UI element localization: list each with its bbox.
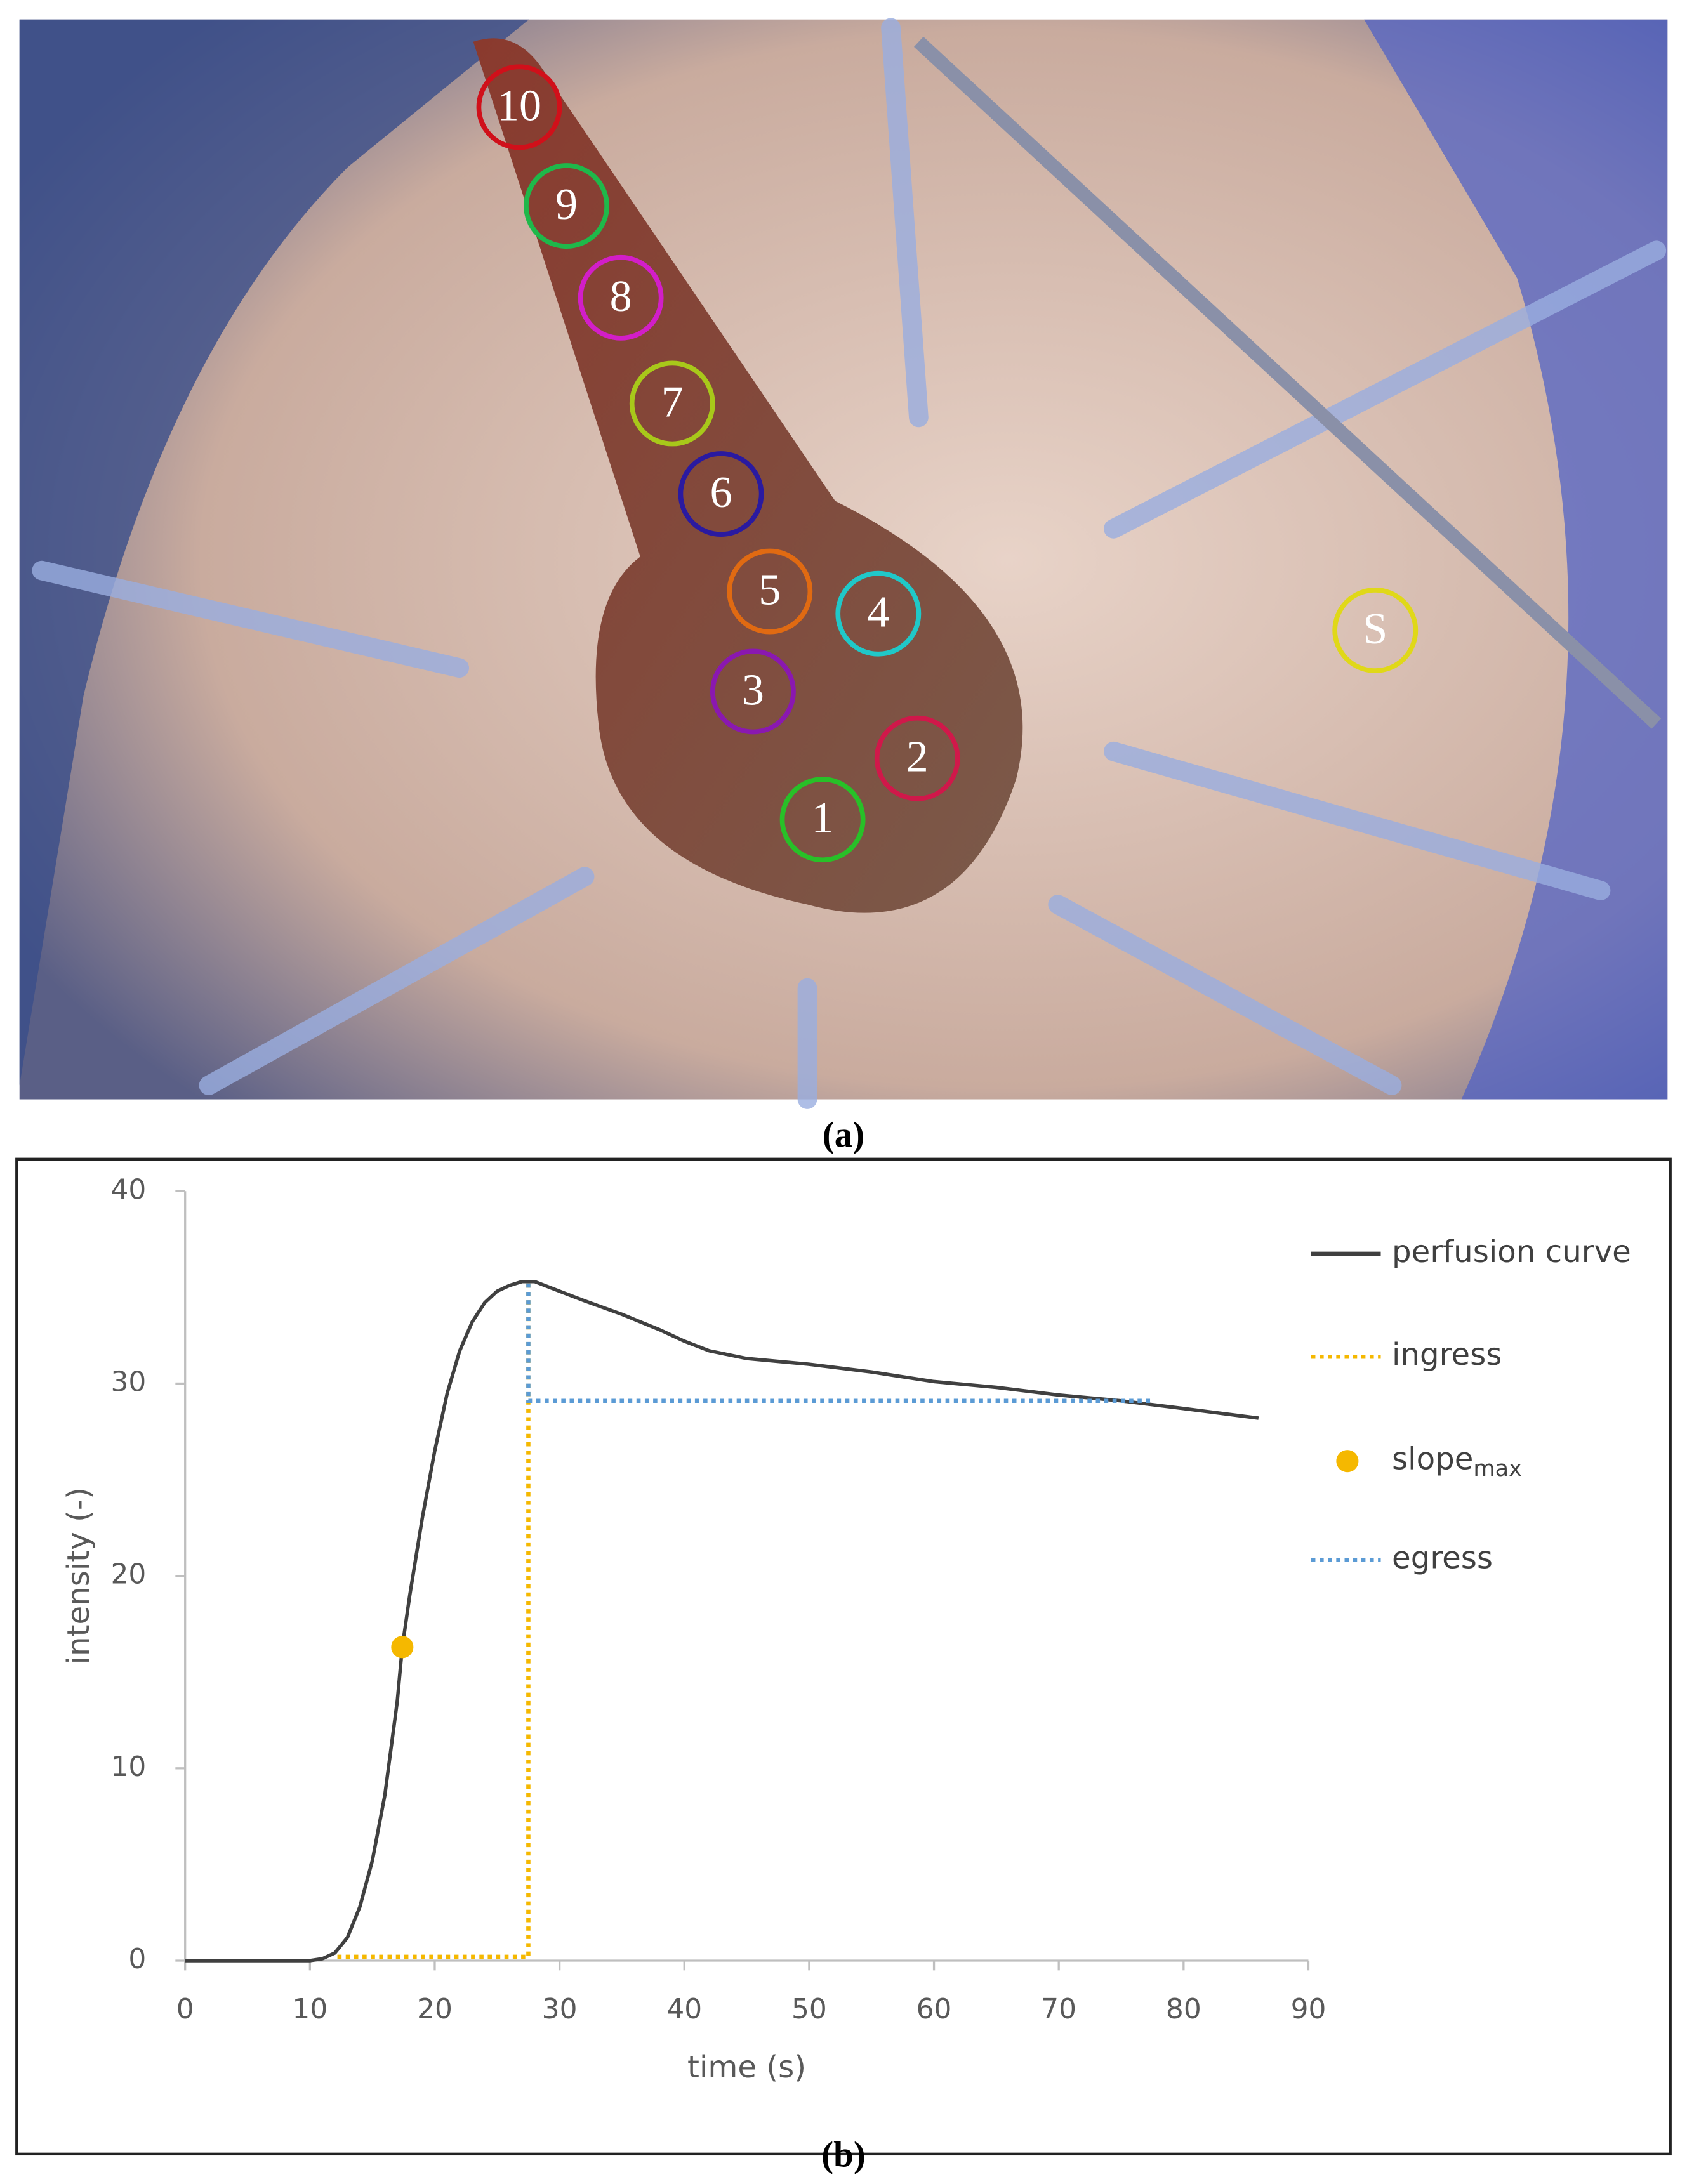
roi-label: 1 xyxy=(812,793,834,843)
x-tick-label: 60 xyxy=(916,1993,952,2025)
roi-circle xyxy=(678,451,764,537)
chart-frame xyxy=(15,1157,1672,2156)
x-tick-label: 30 xyxy=(542,1993,578,2025)
roi-markers: 10 98 765 4 3 2 1 S xyxy=(476,64,1419,863)
roi-circle xyxy=(874,715,960,801)
y-tick-label: 30 xyxy=(110,1365,146,1398)
roi-circle xyxy=(835,570,922,657)
legend-name: perfusion curve xyxy=(1392,1234,1631,1270)
x-tick-label: 50 xyxy=(791,1993,827,2025)
roi-label: 2 xyxy=(906,732,929,782)
legend-label: slopemax xyxy=(1392,1442,1522,1482)
x-tick-label: 0 xyxy=(176,1993,194,2025)
legend-name: slope xyxy=(1392,1442,1473,1477)
legend-label: egress xyxy=(1392,1540,1493,1576)
roi-label: 3 xyxy=(742,665,764,714)
x-axis-label: time (s) xyxy=(687,2049,806,2085)
curve xyxy=(185,1280,1259,1963)
y-axis-label: intensity (-) xyxy=(61,1487,96,1665)
x-tick-label: 40 xyxy=(666,1993,702,2025)
y-tick-label: 20 xyxy=(110,1558,146,1591)
retractor-band xyxy=(913,36,1662,729)
legend-name: egress xyxy=(1392,1540,1493,1576)
legend-name: ingress xyxy=(1392,1337,1502,1372)
roi-label: 8 xyxy=(610,272,632,321)
x-tick-label: 20 xyxy=(417,1993,453,2025)
roi-circle xyxy=(578,254,664,341)
roi-label: 7 xyxy=(661,377,684,426)
caption: (b) xyxy=(821,2135,866,2175)
legend-subscript: max xyxy=(1473,1456,1521,1482)
chart: 0 10 20 30 40 0 10 20 30 40 50 60 70 80 90 time (s) inte… xyxy=(61,1173,1631,2085)
y-tick-label: 10 xyxy=(110,1751,146,1783)
roi-circle xyxy=(710,648,796,735)
y-tick-label: 40 xyxy=(110,1173,146,1206)
roi-label: S xyxy=(1363,604,1387,654)
legend-label: ingress xyxy=(1392,1337,1502,1372)
roi-circle xyxy=(727,548,813,635)
x-tick-label: 70 xyxy=(1041,1993,1076,2025)
roi-circle xyxy=(1332,588,1419,673)
roi-label: 10 xyxy=(497,81,541,130)
roi-label: 4 xyxy=(867,588,889,637)
caption: (a) xyxy=(823,1115,864,1155)
reference-line xyxy=(337,1283,531,1959)
slope-point xyxy=(391,1636,414,1659)
x-tick-label: 90 xyxy=(1291,1993,1326,2025)
x-tick-label: 10 xyxy=(292,1993,327,2025)
reference-line xyxy=(526,1283,1153,1404)
roi-circle xyxy=(779,777,866,863)
roi-circle xyxy=(524,163,610,249)
roi-label: 5 xyxy=(758,565,781,615)
roi-label: 9 xyxy=(555,180,578,229)
retractor-ring xyxy=(19,19,529,1086)
roi-circle xyxy=(476,64,562,150)
legend-label: perfusion curve xyxy=(1392,1234,1631,1270)
legend-swatch xyxy=(1336,1450,1359,1473)
hooks xyxy=(32,18,1667,1109)
roi-circle xyxy=(629,360,715,447)
x-tick-label: 80 xyxy=(1166,1993,1201,2025)
y-tick-label: 0 xyxy=(128,1943,146,1975)
photo xyxy=(19,18,1668,1109)
roi-label: 6 xyxy=(710,468,732,517)
